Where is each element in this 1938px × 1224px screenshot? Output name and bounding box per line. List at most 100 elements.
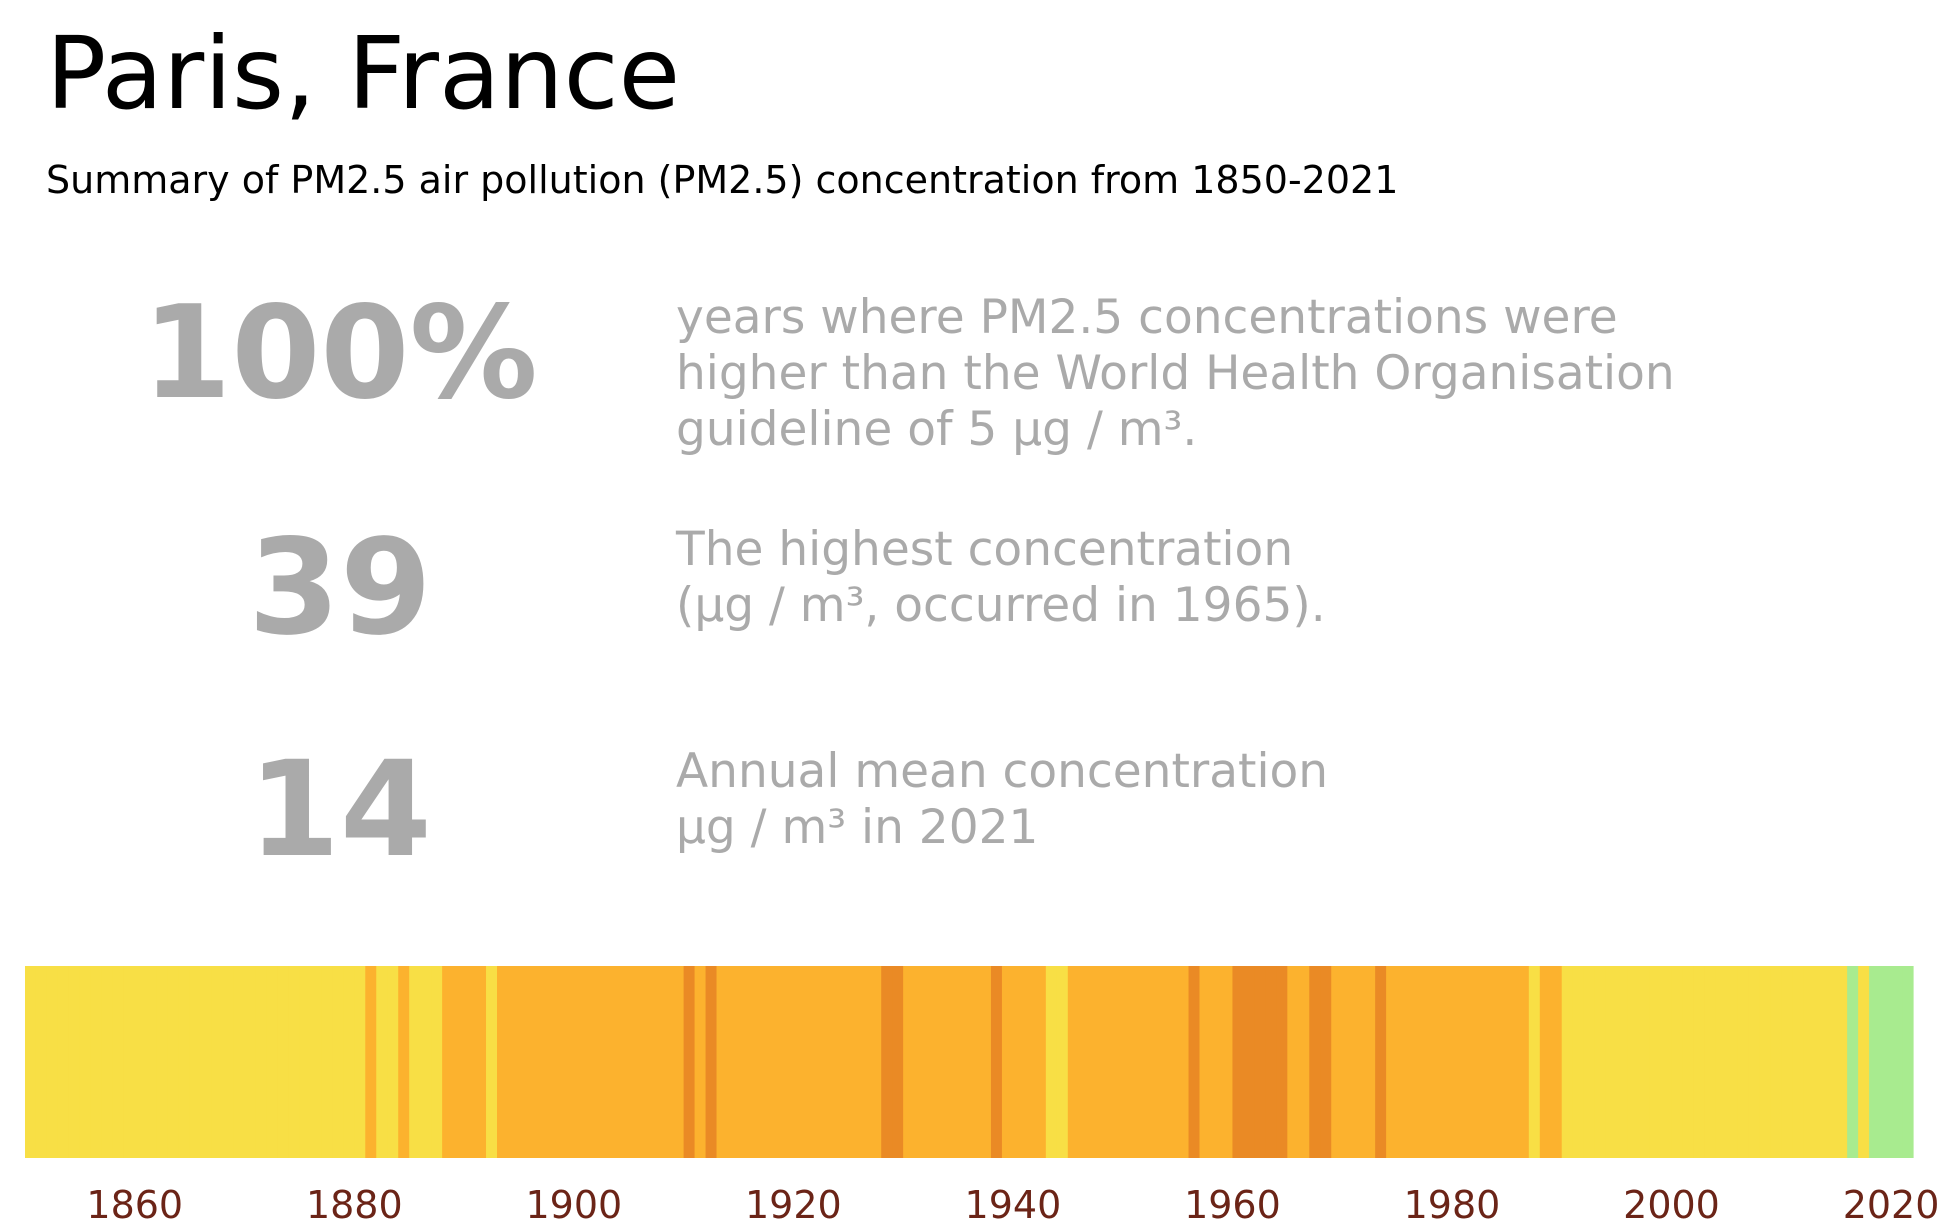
year-stripe-1878 bbox=[332, 966, 344, 1158]
year-stripe-1963 bbox=[1265, 966, 1277, 1158]
year-stripe-1899 bbox=[562, 966, 575, 1158]
year-stripe-2012 bbox=[1803, 966, 1815, 1158]
year-stripe-1918 bbox=[771, 966, 783, 1158]
year-stripe-1854 bbox=[68, 966, 81, 1158]
year-stripe-1874 bbox=[288, 966, 301, 1158]
year-stripe-1859 bbox=[123, 966, 136, 1158]
year-stripe-1968 bbox=[1320, 966, 1332, 1158]
year-stripe-1981 bbox=[1462, 966, 1475, 1158]
year-stripe-1886 bbox=[420, 966, 432, 1158]
year-stripe-1971 bbox=[1353, 966, 1365, 1158]
year-stripe-1983 bbox=[1484, 966, 1497, 1158]
year-stripe-2006 bbox=[1737, 966, 1749, 1158]
year-stripe-1879 bbox=[343, 966, 355, 1158]
year-stripe-2020 bbox=[1891, 966, 1903, 1158]
stat-percent-description: years where PM2.5 concentrations were hi… bbox=[676, 290, 1675, 458]
year-stripe-1864 bbox=[178, 966, 191, 1158]
year-stripe-1896 bbox=[529, 966, 542, 1158]
year-stripe-1951 bbox=[1133, 966, 1146, 1158]
year-stripe-1965 bbox=[1287, 966, 1299, 1158]
year-stripe-1952 bbox=[1144, 966, 1157, 1158]
x-tick-label: 1880 bbox=[306, 1183, 403, 1224]
year-stripe-1893 bbox=[497, 966, 509, 1158]
year-stripe-1996 bbox=[1627, 966, 1640, 1158]
year-stripe-1873 bbox=[277, 966, 290, 1158]
year-stripe-2002 bbox=[1693, 966, 1706, 1158]
year-stripe-1928 bbox=[881, 966, 893, 1158]
year-stripe-2008 bbox=[1759, 966, 1771, 1158]
year-stripe-1897 bbox=[540, 966, 553, 1158]
year-stripe-1973 bbox=[1375, 966, 1387, 1158]
year-stripe-1999 bbox=[1660, 966, 1673, 1158]
year-stripe-1988 bbox=[1539, 966, 1552, 1158]
year-stripe-1997 bbox=[1638, 966, 1651, 1158]
year-stripe-1935 bbox=[958, 966, 970, 1158]
year-stripe-1931 bbox=[914, 966, 926, 1158]
year-stripe-1940 bbox=[1012, 966, 1025, 1158]
year-stripe-1958 bbox=[1210, 966, 1223, 1158]
year-stripe-1907 bbox=[650, 966, 663, 1158]
year-stripe-1998 bbox=[1649, 966, 1662, 1158]
year-stripe-1915 bbox=[738, 966, 751, 1158]
year-stripe-1888 bbox=[442, 966, 454, 1158]
year-stripe-1895 bbox=[518, 966, 531, 1158]
page-title: Paris, France bbox=[46, 15, 681, 132]
year-stripe-1904 bbox=[617, 966, 630, 1158]
year-stripe-1894 bbox=[507, 966, 520, 1158]
year-stripe-1985 bbox=[1506, 966, 1519, 1158]
year-stripe-1902 bbox=[595, 966, 608, 1158]
year-stripe-1946 bbox=[1078, 966, 1091, 1158]
x-tick-label: 1900 bbox=[525, 1183, 622, 1224]
year-stripe-1906 bbox=[639, 966, 652, 1158]
x-tick-label: 1980 bbox=[1404, 1183, 1501, 1224]
year-stripe-1922 bbox=[815, 966, 827, 1158]
x-tick-label: 1960 bbox=[1184, 1183, 1281, 1224]
year-stripe-2017 bbox=[1858, 966, 1870, 1158]
year-stripe-1857 bbox=[101, 966, 114, 1158]
stat-description-line: (µg / m³, occurred in 1965). bbox=[676, 578, 1326, 633]
year-stripe-1926 bbox=[859, 966, 871, 1158]
stat-description-line: The highest concentration bbox=[676, 522, 1294, 577]
x-tick-label: 2020 bbox=[1843, 1183, 1938, 1224]
year-stripe-1993 bbox=[1594, 966, 1607, 1158]
year-stripe-1975 bbox=[1397, 966, 1409, 1158]
year-stripe-1982 bbox=[1473, 966, 1486, 1158]
year-stripe-1936 bbox=[969, 966, 981, 1158]
x-tick-label: 2000 bbox=[1623, 1183, 1720, 1224]
year-stripe-2009 bbox=[1770, 966, 1782, 1158]
year-stripe-1987 bbox=[1528, 966, 1541, 1158]
x-tick-label: 1920 bbox=[745, 1183, 842, 1224]
year-stripe-2013 bbox=[1814, 966, 1826, 1158]
year-stripe-1941 bbox=[1023, 966, 1036, 1158]
year-stripe-1930 bbox=[903, 966, 915, 1158]
year-stripe-2011 bbox=[1792, 966, 1804, 1158]
year-stripe-1989 bbox=[1550, 966, 1563, 1158]
year-stripe-1910 bbox=[683, 966, 696, 1158]
year-stripe-1992 bbox=[1583, 966, 1596, 1158]
year-stripe-1994 bbox=[1605, 966, 1618, 1158]
stat-description-line: higher than the World Health Organisatio… bbox=[676, 346, 1675, 401]
year-stripe-2014 bbox=[1825, 966, 1837, 1158]
year-stripe-1868 bbox=[222, 966, 235, 1158]
year-stripe-1877 bbox=[321, 966, 333, 1158]
year-stripe-1862 bbox=[156, 966, 169, 1158]
year-stripe-1955 bbox=[1177, 966, 1190, 1158]
year-stripe-1921 bbox=[804, 966, 816, 1158]
year-stripe-1872 bbox=[266, 966, 279, 1158]
year-stripe-1851 bbox=[35, 966, 48, 1158]
year-stripe-2018 bbox=[1869, 966, 1881, 1158]
year-stripe-2015 bbox=[1836, 966, 1848, 1158]
year-stripe-1869 bbox=[233, 966, 246, 1158]
year-stripe-1853 bbox=[57, 966, 70, 1158]
x-tick-label: 1940 bbox=[965, 1183, 1062, 1224]
year-stripe-1855 bbox=[79, 966, 92, 1158]
year-stripe-1960 bbox=[1232, 966, 1245, 1158]
year-stripe-2021 bbox=[1902, 966, 1914, 1158]
year-stripe-1919 bbox=[782, 966, 794, 1158]
stat-description-line: guideline of 5 µg / m³. bbox=[676, 402, 1198, 457]
year-stripe-1939 bbox=[1001, 966, 1014, 1158]
year-stripe-1967 bbox=[1309, 966, 1321, 1158]
year-stripe-1865 bbox=[189, 966, 202, 1158]
year-stripe-1890 bbox=[464, 966, 476, 1158]
year-stripe-1969 bbox=[1331, 966, 1343, 1158]
